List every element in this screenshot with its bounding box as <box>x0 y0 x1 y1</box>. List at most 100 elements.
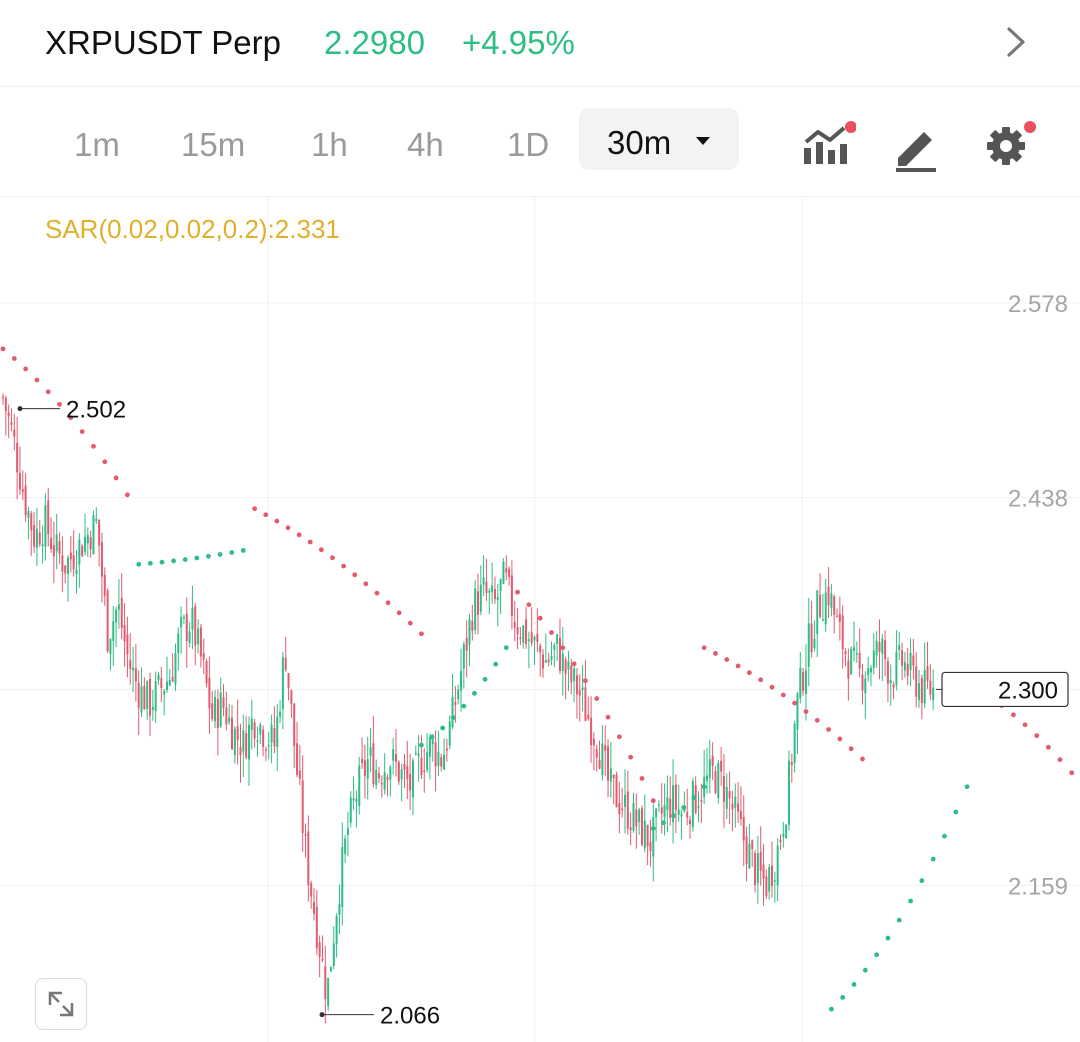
candle-up-body <box>276 716 279 748</box>
y-tick-label: 2.438 <box>1008 486 1068 513</box>
candle-down-body <box>120 597 123 628</box>
candle-down-body <box>570 665 573 683</box>
candle-down-body <box>607 746 610 781</box>
candle-up-body <box>228 717 231 723</box>
candle-up-body <box>923 670 926 704</box>
candle-up-body <box>776 845 779 886</box>
candle-down-body <box>739 810 742 819</box>
candle-up-body <box>708 759 711 778</box>
expand-icon <box>48 991 74 1017</box>
timeframe-selector[interactable]: 30m <box>579 108 739 170</box>
candle-down-body <box>618 803 621 814</box>
sar-dot-down <box>352 572 358 578</box>
sar-dot-down <box>792 700 798 706</box>
candle-down-body <box>884 640 887 660</box>
sar-dot-down <box>549 630 554 635</box>
sar-dot-down <box>1022 722 1028 728</box>
candle-up-body <box>581 687 584 691</box>
sar-dot-down <box>307 539 313 545</box>
sar-dot-down <box>252 506 258 512</box>
sar-dot-down <box>341 563 346 569</box>
candle-down-body <box>100 542 103 577</box>
candle-down-body <box>434 742 437 767</box>
candle-up-body <box>624 794 626 807</box>
candle-down-body <box>858 653 861 669</box>
candle-up-body <box>680 814 683 817</box>
sar-dot-down <box>769 684 775 690</box>
candle-up-body <box>437 751 440 767</box>
sar-dot-down <box>330 555 335 561</box>
candle-up-body <box>672 785 675 823</box>
candle-up-body <box>451 696 454 728</box>
candle-down-body <box>403 763 406 770</box>
sar-dot-down <box>407 620 413 626</box>
candle-up-body <box>932 687 935 701</box>
sar-dot-down <box>780 692 786 698</box>
candle-down-body <box>171 676 174 682</box>
candle-up-body <box>556 634 559 644</box>
candle-up-body <box>804 670 807 694</box>
candle-down-body <box>406 766 409 780</box>
sar-dot-up <box>671 813 677 819</box>
sar-dot-down <box>713 651 718 656</box>
candle-up-body <box>793 723 796 763</box>
sar-dot-up <box>701 784 707 790</box>
timeframe-15m[interactable]: 15m <box>181 126 246 163</box>
candle-down-body <box>89 537 92 550</box>
candle-down-body <box>906 663 909 676</box>
sar-dot-down <box>537 615 543 621</box>
candle-down-body <box>18 473 21 490</box>
current-price-label: 2.300 <box>998 677 1058 704</box>
timeframe-1d[interactable]: 1D <box>507 126 550 163</box>
fullscreen-button[interactable] <box>35 978 87 1030</box>
chevron-right-icon[interactable] <box>996 22 1036 62</box>
sar-dot-down <box>274 518 280 524</box>
sar-dot-down <box>1045 744 1051 750</box>
sar-dot-up <box>217 552 223 557</box>
candle-down-body <box>236 726 239 741</box>
draw-icon[interactable] <box>890 118 946 174</box>
candle-down-body <box>185 613 188 641</box>
candle-down-body <box>915 666 918 697</box>
candlestick-chart[interactable]: 2.578 2.438 2.159 2.502 2.066 2.300 <box>0 197 1080 1042</box>
candle-down-body <box>149 679 152 716</box>
candle-up-body <box>573 668 576 681</box>
sar-dot-down <box>701 645 707 651</box>
candle-down-body <box>536 633 539 642</box>
candle-down-body <box>765 876 768 896</box>
timeframe-1h[interactable]: 1h <box>311 126 348 163</box>
candle-up-body <box>329 966 332 972</box>
candle-up-body <box>881 638 884 654</box>
sar-dot-up <box>472 690 477 696</box>
candle-down-body <box>208 677 211 709</box>
candle-up-body <box>146 681 149 710</box>
settings-icon[interactable] <box>980 118 1036 174</box>
candle-down-body <box>222 697 225 708</box>
candle-down-body <box>298 770 301 779</box>
candle-down-body <box>137 683 140 708</box>
sar-dot-up <box>964 784 970 790</box>
candle-up-body <box>174 653 177 685</box>
sar-dot-down <box>650 798 656 804</box>
sar-dot-up <box>874 952 880 958</box>
candle-down-body <box>264 749 267 751</box>
timeframe-4h[interactable]: 4h <box>407 126 444 163</box>
candle-down-body <box>465 638 468 651</box>
timeframe-1m[interactable]: 1m <box>74 126 120 163</box>
candle-up-body <box>782 833 785 837</box>
candle-up-body <box>78 539 81 565</box>
sar-dot-up <box>240 548 246 553</box>
candle-down-body <box>52 545 55 557</box>
candle-down-body <box>513 622 516 628</box>
candle-down-body <box>58 541 61 554</box>
candle-down-body <box>892 684 895 688</box>
candle-up-body <box>468 618 471 645</box>
indicators-icon[interactable] <box>800 118 856 174</box>
symbol-title[interactable]: XRPUSDT Perp <box>45 24 281 61</box>
candle-down-body <box>129 660 132 669</box>
candle-down-body <box>838 614 841 622</box>
sar-dot-up <box>930 856 936 862</box>
candle-down-body <box>47 500 50 535</box>
candle-down-body <box>245 733 248 758</box>
sar-dot-up <box>450 715 456 721</box>
